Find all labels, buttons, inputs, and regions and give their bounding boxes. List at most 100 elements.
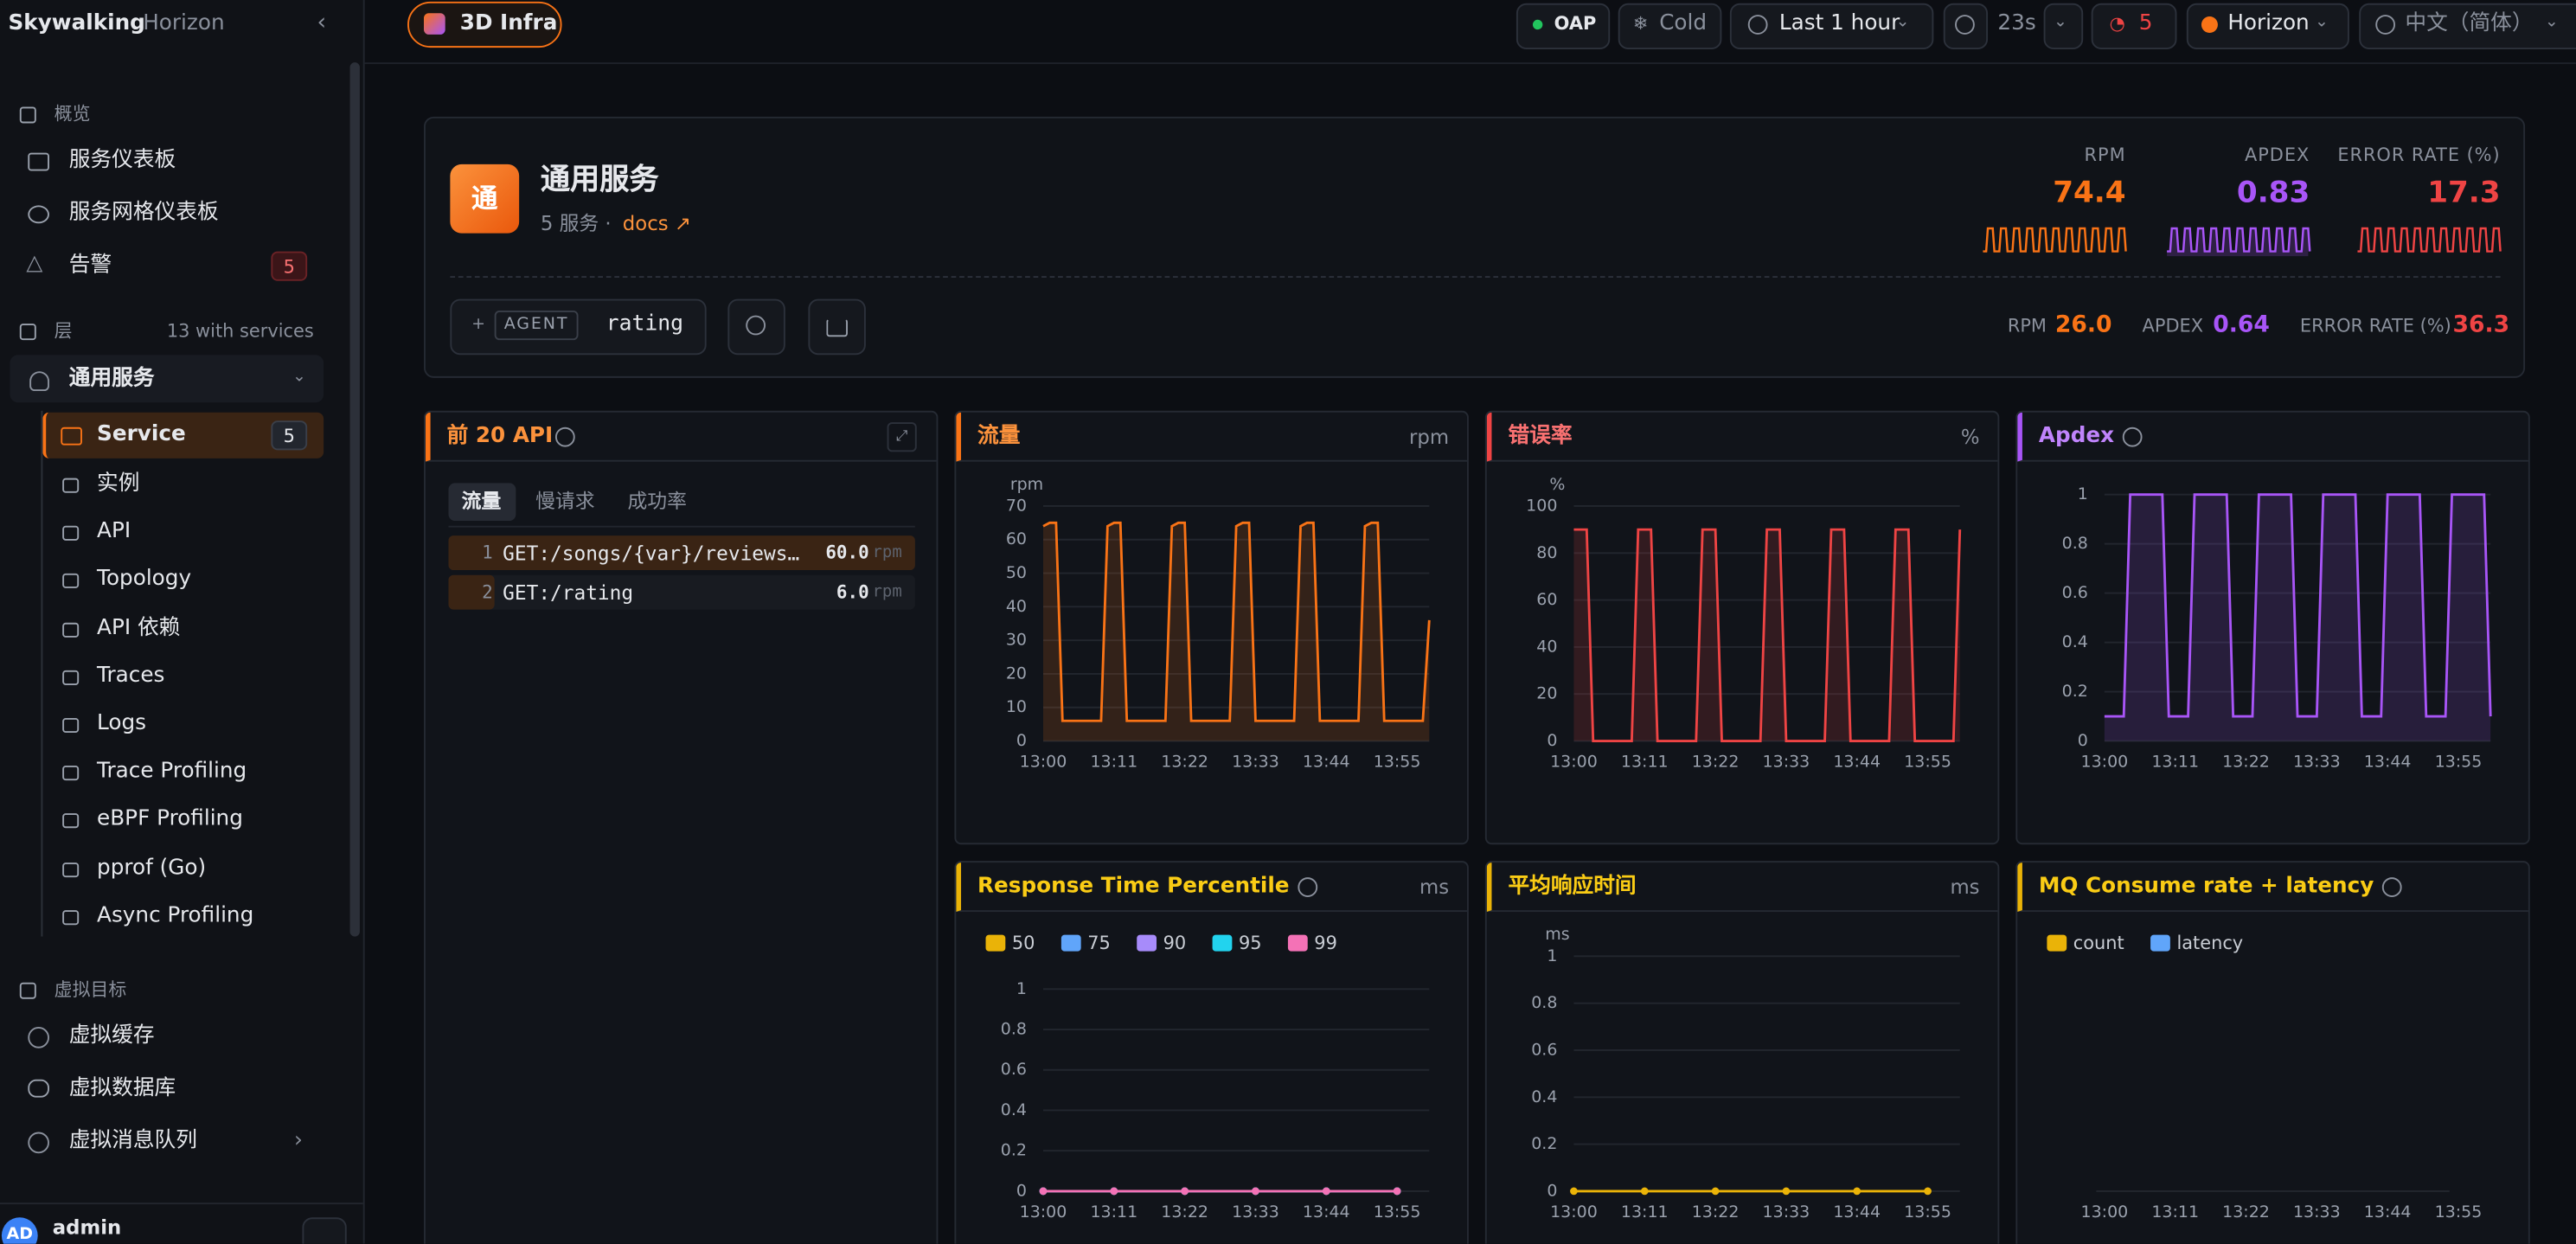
tab[interactable]: 成功率 <box>627 489 687 513</box>
point <box>1711 1187 1720 1196</box>
workspace: Horizon <box>143 11 225 36</box>
nav-item[interactable]: Traces <box>97 663 165 689</box>
refresh-button[interactable] <box>1943 3 1989 49</box>
nav-item[interactable]: eBPF Profiling <box>97 807 243 832</box>
api-value: 6.0 <box>836 581 869 604</box>
section-note: 13 with services <box>166 320 314 343</box>
nav-item[interactable]: 服务网格仪表板 <box>68 200 219 226</box>
nav-item[interactable]: 服务仪表板 <box>68 147 176 173</box>
nav-item[interactable]: 实例 <box>97 471 140 497</box>
docs-link[interactable]: docs ↗ <box>622 211 691 235</box>
y-tick-label: 0.2 <box>2062 682 2088 701</box>
point <box>1393 1187 1401 1196</box>
area <box>1573 529 1960 741</box>
nav-item[interactable]: pprof (Go) <box>97 855 207 881</box>
x-tick-label: 13:33 <box>2293 753 2341 772</box>
panel-title: 前 20 API <box>446 423 554 449</box>
caret: ⌄ <box>292 368 306 387</box>
panel-title: Apdex <box>2038 423 2115 449</box>
group-bg[interactable] <box>10 355 324 403</box>
time-range[interactable] <box>1729 3 1934 49</box>
group-title[interactable]: 通用服务 <box>68 366 155 392</box>
info-icon[interactable] <box>554 426 575 447</box>
panel-title: 平均响应时间 <box>1508 874 1637 899</box>
tab[interactable]: 慢请求 <box>535 489 595 513</box>
expand-button[interactable]: ⤢ <box>887 422 917 452</box>
x-tick-label: 13:44 <box>1303 753 1350 772</box>
chart: % 0 20 40 60 80 100 13:00 13:11 13:22 13:33 13:44 13… <box>1526 475 1962 772</box>
value-bar <box>448 574 496 610</box>
x-tick-label: 13:44 <box>2364 753 2412 772</box>
export-button[interactable] <box>808 298 866 356</box>
y-tick-label: 0.6 <box>1001 1060 1027 1079</box>
icon <box>746 315 766 336</box>
y-tick-label: 40 <box>1006 597 1027 616</box>
info-icon[interactable] <box>2122 426 2143 447</box>
x-tick-label: 13:00 <box>1550 753 1598 772</box>
nav-item[interactable]: API <box>97 519 131 544</box>
legend-swatch <box>1212 934 1233 952</box>
chart: rpm 0 10 20 30 40 50 60 70 13:00 13:11 13:22 13:33 13… <box>1006 475 1431 772</box>
avatar[interactable]: AD <box>1 1217 38 1244</box>
filter-tag: AGENT <box>494 310 579 341</box>
x-tick-label: 13:00 <box>2081 1202 2129 1222</box>
nav-item[interactable]: 虚拟缓存 <box>68 1023 155 1048</box>
tab[interactable]: 流量 <box>461 489 502 513</box>
filter-box[interactable] <box>450 298 707 356</box>
y-tick-label: 80 <box>1536 543 1557 562</box>
layer-name: 3D Infra <box>459 11 558 36</box>
alerts-button[interactable] <box>2091 3 2177 49</box>
tab-active-bg[interactable] <box>448 483 516 522</box>
language-select[interactable] <box>2359 3 2576 49</box>
panel-header <box>956 412 1467 462</box>
line <box>2104 493 2492 718</box>
icon: ◔ <box>2109 13 2125 35</box>
panel-title: Response Time Percentile <box>977 874 1290 899</box>
legend-swatch <box>1061 934 1081 952</box>
y-tick-label: 0.2 <box>1531 1134 1557 1153</box>
x-tick-label: 13:22 <box>1692 753 1740 772</box>
interval-dropdown[interactable] <box>2043 3 2084 49</box>
nav-item[interactable]: 告警 <box>68 253 112 278</box>
chart: 13:00 13:11 13:22 13:33 13:44 13:55 count laten… <box>2047 933 2483 1222</box>
x-tick-label: 13:55 <box>2435 1202 2483 1222</box>
panel: 流量 rpm rpm 0 10 20 30 40 50 60 70 13:00 13:11 13:22 13… <box>954 410 1469 845</box>
collapse[interactable]: ‹ <box>317 10 327 36</box>
topbar <box>364 0 2576 65</box>
nav-item[interactable]: Async Profiling <box>97 903 254 928</box>
metric-label: RPM <box>2007 315 2047 337</box>
nav-item[interactable]: Trace Profiling <box>97 759 247 785</box>
caret: ⌄ <box>2314 13 2329 32</box>
y-tick-label: 1 <box>2078 484 2088 503</box>
panel-header <box>425 412 937 462</box>
logout-button[interactable] <box>302 1217 347 1244</box>
sparkline-line <box>2357 227 2502 253</box>
nav-item[interactable]: 虚拟数据库 <box>68 1075 176 1101</box>
y-tick-label: 30 <box>1006 631 1027 650</box>
y-tick-label: 0.4 <box>2062 632 2088 651</box>
panel: 平均响应时间 ms ms 0 0.2 0.4 0.6 0.8 1 13:00 13:11 13:22 1… <box>1484 861 2000 1244</box>
nav-item[interactable]: API 依赖 <box>97 615 181 640</box>
legend-label: count <box>2073 933 2124 953</box>
legend-label: 95 <box>1239 933 1262 953</box>
caret: ⌄ <box>2054 13 2067 32</box>
panel: Response Time Percentile ms 0 0.2 0.4 0.6 0.8 1… <box>954 861 1469 1244</box>
sparkline-line <box>1983 227 2127 253</box>
panel: 前 20 API ⤢ 流量 慢请求 成功率 1 GET:/songs/{var}/… <box>423 410 939 1244</box>
legend-swatch <box>1137 934 1157 952</box>
icon <box>1955 15 1975 35</box>
x-tick-label: 13:00 <box>1020 753 1067 772</box>
scrollbar[interactable] <box>349 62 360 937</box>
info-icon[interactable] <box>2381 877 2402 897</box>
oap-status[interactable] <box>1515 3 1611 49</box>
tier-button[interactable] <box>1618 3 1722 49</box>
nav-item[interactable]: Service <box>97 422 186 447</box>
service-name: 通用服务 <box>540 163 659 197</box>
nav-item[interactable]: Topology <box>97 567 192 593</box>
cluster-name: Horizon <box>2227 11 2310 36</box>
info-icon[interactable] <box>1298 877 1317 897</box>
nav-item[interactable]: Logs <box>97 711 147 736</box>
nav-item[interactable]: 虚拟消息队列 <box>68 1128 197 1154</box>
y-tick-label: 60 <box>1006 529 1027 548</box>
